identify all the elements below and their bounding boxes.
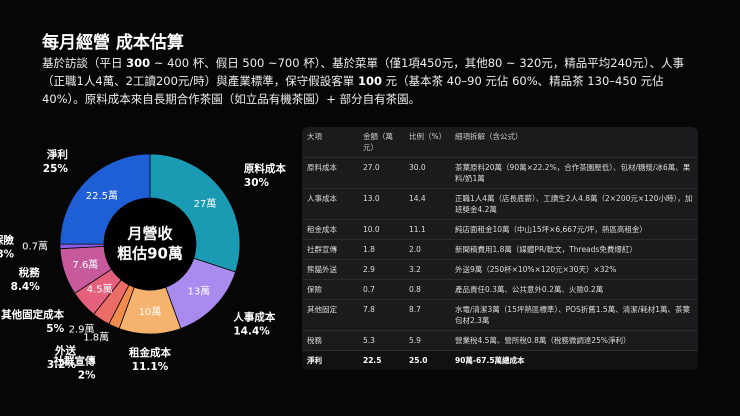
- header-cell: 金額（萬元）: [358, 127, 404, 158]
- table-cell: 外送9萬（250杯×10%×120元×30天）×32%: [450, 259, 698, 280]
- percent-label: 3.2%: [47, 359, 77, 371]
- table-cell: 熊貓外送: [302, 259, 358, 280]
- table-cell: 2.0: [404, 239, 450, 260]
- percent-label: 0.8%: [0, 249, 15, 261]
- table-cell: 茶葉原料20萬（90萬×22.2%，合作茶園壓低）、包材/糖漿/冰6萬、果料/奶…: [450, 157, 698, 189]
- center-label: 粗估90萬: [117, 245, 183, 263]
- table-cell: 11.1: [404, 219, 450, 240]
- percent-label: 25%: [43, 163, 69, 175]
- table-cell: 10.0: [358, 219, 404, 240]
- category-label: 稅務: [19, 266, 40, 279]
- category-label: 社群宣傳: [53, 355, 96, 368]
- table-cell: 新聞稿費用1.8萬（媒體PR/軟文，Threads免費爆紅）: [450, 239, 698, 260]
- amount-label: 10萬: [139, 305, 162, 318]
- table-row: 人事成本 13.0 14.4 正職1人4萬（店長底薪）、工讀生2人4.8萬（2×200…: [302, 188, 698, 220]
- table-cell: 1.8: [358, 239, 404, 260]
- table-cell: 租金成本: [302, 219, 358, 240]
- amount-label: 27萬: [194, 197, 217, 210]
- table-cell: 正職1人4萬（店長底薪）、工讀生2人4.8萬（2×200元×120小時），加班獎…: [450, 188, 698, 220]
- amount-label: 1.8萬: [83, 330, 109, 343]
- percent-label: 11.1%: [132, 361, 169, 373]
- intro: 基於訪談（平日 300 ~ 400 杯、假日 500 ~700 杯）、基於菜單（…: [42, 54, 702, 108]
- table-cell: 淨利: [302, 350, 358, 370]
- table-cell: 8.7: [404, 299, 450, 331]
- table-row: 租金成本 10.0 11.1 純店面租金10萬（中山15坪×6,667元/坪，熱區高租…: [302, 219, 698, 240]
- table-row: 熊貓外送 2.9 3.2 外送9萬（250杯×10%×120元×30天）×32%: [302, 259, 698, 280]
- text: 300: [126, 56, 151, 70]
- category-label: 其他固定成本: [1, 308, 64, 321]
- percent-label: 14.4%: [233, 326, 270, 338]
- header-cell: 細項拆解（含公式）: [450, 127, 698, 158]
- percent-label: 2%: [78, 370, 96, 382]
- table-cell: 5.3: [358, 330, 404, 351]
- category-label: 淨利: [46, 148, 68, 161]
- table-cell: 原料成本: [302, 157, 358, 189]
- table-cell: 純店面租金10萬（中山15坪×6,667元/坪，熱區高租金）: [450, 219, 698, 240]
- percent-label: 8.4%: [11, 281, 41, 293]
- table-cell: 稅務: [302, 330, 358, 351]
- cost-table: 大項 金額（萬元） 比例（%） 細項拆解（含公式） 原料成本 27.0 30.0 茶葉原料20…: [302, 127, 698, 370]
- center-label: 月營收: [126, 225, 172, 243]
- title: 每月經營 成本估算: [42, 33, 184, 53]
- table-cell: 水電/清潔3萬（15坪熱區標準）、POS折舊1.5萬、清潔/耗材1萬、茶葉包材2…: [450, 299, 698, 331]
- table-row: 淨利 22.5 25.0 90萬-67.5萬總成本: [302, 350, 698, 370]
- table-cell: 5.9: [404, 330, 450, 351]
- table-cell: 2.9: [358, 259, 404, 280]
- table-cell: 3.2: [404, 259, 450, 280]
- table-cell: 社群宣傳: [302, 239, 358, 260]
- table-cell: 30.0: [404, 157, 450, 189]
- header-cell: 比例（%）: [404, 127, 450, 158]
- percent-label: 30%: [244, 177, 270, 189]
- table-row: 其他固定 7.8 8.7 水電/清潔3萬（15坪熱區標準）、POS折舊1.5萬、清潔/…: [302, 299, 698, 331]
- table-cell: 14.4: [404, 188, 450, 220]
- table-cell: 其他固定: [302, 299, 358, 331]
- amount-label: 7.6萬: [72, 258, 98, 271]
- amount-label: 13萬: [188, 284, 211, 297]
- category-label: 租金成本: [129, 346, 171, 359]
- amount-label: 22.5萬: [86, 189, 118, 202]
- amount-label: 4.5萬: [87, 283, 113, 296]
- table-cell: 7.8: [358, 299, 404, 331]
- text: 100: [357, 74, 382, 88]
- text: ~ 400 杯、假日 500 ~700 杯）、基於菜單（僅1項450元，其他80…: [42, 56, 684, 88]
- category-label: 保險: [0, 234, 15, 247]
- percent-label: 5%: [46, 323, 64, 335]
- text: 元（基本茶 40–90 元佔 60%、精品茶 130–450 元佔 40%）。原…: [42, 74, 664, 106]
- category-label: 原料成本: [244, 162, 286, 175]
- category-label: 人事成本: [233, 311, 275, 324]
- table-row: 稅務 5.3 5.9 營業稅4.5萬、營所稅0.8萬（稅務微調達25%淨利）: [302, 330, 698, 351]
- table-cell: 營業稅4.5萬、營所稅0.8萬（稅務微調達25%淨利）: [450, 330, 698, 351]
- table-cell: 25.0: [404, 350, 450, 370]
- table-cell: 產品責任0.3萬、公共意外0.2萬、火險0.2萬: [450, 279, 698, 300]
- donut-hole: [104, 198, 196, 290]
- text: 基於訪談（平日: [42, 56, 127, 70]
- table-cell: 27.0: [358, 157, 404, 189]
- amount-label: 2.9萬: [69, 323, 95, 336]
- table-header: 大項 金額（萬元） 比例（%） 細項拆解（含公式）: [302, 127, 698, 158]
- table-cell: 22.5: [358, 350, 404, 370]
- table-cell: 人事成本: [302, 188, 358, 220]
- table-row: 原料成本 27.0 30.0 茶葉原料20萬（90萬×22.2%，合作茶園壓低）、包材…: [302, 157, 698, 189]
- table-row: 保險 0.7 0.8 產品責任0.3萬、公共意外0.2萬、火險0.2萬: [302, 279, 698, 300]
- table-cell: 90萬-67.5萬總成本: [450, 350, 698, 370]
- table-cell: 0.7: [358, 279, 404, 300]
- amount-label: 0.7萬: [22, 240, 48, 253]
- table-cell: 0.8: [404, 279, 450, 300]
- table-cell: 保險: [302, 279, 358, 300]
- header-cell: 大項: [302, 127, 358, 158]
- category-label: 外送: [54, 344, 76, 357]
- table-cell: 13.0: [358, 188, 404, 220]
- table-row: 社群宣傳 1.8 2.0 新聞稿費用1.8萬（媒體PR/軟文，Threads免費爆紅）: [302, 239, 698, 260]
